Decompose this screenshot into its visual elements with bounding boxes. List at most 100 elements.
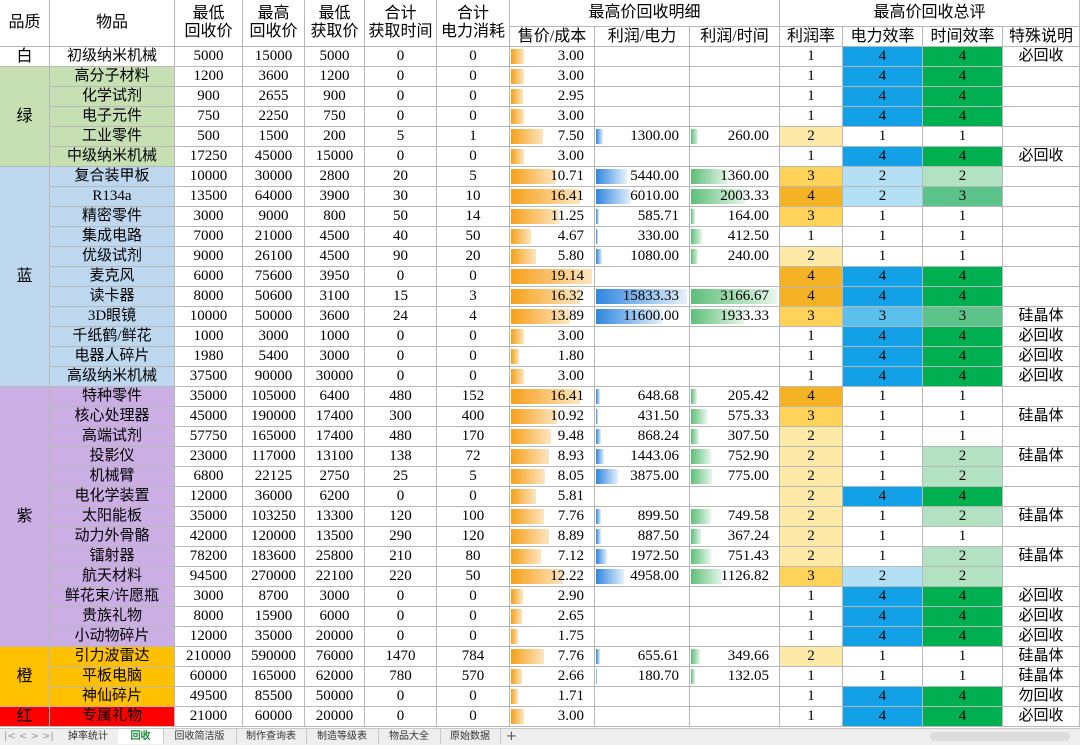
cell-text: 94500 — [189, 568, 228, 584]
data-cell: 硅晶体 — [1003, 647, 1080, 667]
data-cell: 2 — [780, 647, 843, 667]
header-text: 售价/成本 — [517, 27, 587, 45]
data-cell — [595, 67, 690, 87]
data-cell: 117000 — [243, 447, 305, 467]
cell-text: 36000 — [254, 488, 293, 504]
cell-text: 2 — [958, 548, 967, 564]
cell-text: 3 — [807, 208, 815, 224]
sheet-tab[interactable]: 制作查询表 — [236, 729, 307, 744]
cell-text: 1 — [807, 608, 815, 624]
cell-text: 千纸鹤/鲜花 — [72, 328, 152, 344]
cell-text: 2.95 — [557, 88, 584, 104]
cell-text: 4 — [878, 148, 887, 164]
cell-text: 15 — [393, 288, 408, 304]
cell-text: 2 — [807, 128, 815, 144]
item-cell: 引力波雷达 — [50, 647, 175, 667]
data-cell: 7000 — [175, 227, 243, 247]
cell-text: 205.42 — [727, 388, 769, 404]
data-cell: 必回收 — [1003, 707, 1080, 727]
data-cell: 0 — [437, 687, 510, 707]
sheet-tab[interactable]: 回收 — [118, 729, 164, 744]
data-cell: 必回收 — [1003, 607, 1080, 627]
data-cell — [1003, 287, 1080, 307]
cell-text: 85500 — [254, 688, 293, 704]
data-cell: 2 — [843, 567, 923, 587]
cell-text: 1 — [878, 508, 887, 524]
cell-text: 165000 — [251, 428, 296, 444]
cell-text: 必回收 — [1018, 708, 1064, 724]
data-cell: 0 — [437, 487, 510, 507]
data-cell: 349.66 — [690, 647, 780, 667]
header-text: 获取价 — [310, 23, 359, 40]
cell-text: 57750 — [189, 428, 228, 444]
data-cell: 4 — [923, 587, 1003, 607]
sheet-tab[interactable]: 掉率统计 — [58, 729, 119, 744]
cell-text: 20 — [465, 248, 481, 264]
cell-text: 4 — [878, 488, 887, 504]
data-cell: 75600 — [243, 267, 305, 287]
item-cell: 投影仪 — [50, 447, 175, 467]
header-cell: 品质 — [0, 0, 50, 47]
data-cell: 899.50 — [595, 507, 690, 527]
cell-text: 105000 — [251, 388, 296, 404]
cell-text: 120 — [461, 528, 485, 544]
header-text: 利润/时间 — [700, 27, 769, 45]
data-cell: 13.89 — [510, 307, 595, 327]
data-cell: 868.24 — [595, 427, 690, 447]
header-text: 合计 — [384, 5, 417, 22]
cell-text: 4 — [878, 608, 887, 624]
add-sheet[interactable]: + — [506, 729, 517, 744]
cell-text: 270000 — [251, 568, 296, 584]
cell-text: 1 — [807, 108, 815, 124]
cell-text: 8.05 — [557, 468, 584, 484]
cell-text: 4 — [878, 108, 887, 124]
cell-text: 120 — [389, 508, 412, 524]
data-cell — [1003, 127, 1080, 147]
data-cell: 2003.33 — [690, 187, 780, 207]
cell-text: 349.66 — [727, 648, 769, 664]
data-bar — [511, 409, 558, 424]
data-bar — [596, 549, 608, 564]
item-cell: 集成电路 — [50, 227, 175, 247]
header-text: 时间效率 — [930, 27, 995, 45]
cell-text: 3166.67 — [720, 288, 769, 304]
cell-text: 132.05 — [727, 668, 769, 684]
cell-text: 3900 — [319, 188, 350, 204]
sheet-tab[interactable]: 原始数据 — [440, 729, 501, 744]
cell-text: 专属礼物 — [81, 708, 142, 724]
cell-text: 12000 — [189, 628, 228, 644]
data-cell: 4 — [843, 487, 923, 507]
sheet-tab[interactable]: 回收简洁版 — [163, 729, 237, 744]
data-cell — [1003, 227, 1080, 247]
data-cell: 1 — [780, 87, 843, 107]
data-bar — [511, 689, 519, 704]
data-cell: 431.50 — [595, 407, 690, 427]
cell-text: 0 — [469, 48, 477, 64]
cell-text: 麦克风 — [89, 268, 135, 284]
data-cell: 1 — [843, 427, 923, 447]
cell-text: 必回收 — [1018, 48, 1064, 64]
data-cell — [690, 87, 780, 107]
data-cell: 20 — [365, 167, 437, 187]
cell-text: 集成电路 — [81, 228, 142, 244]
data-cell: 4 — [923, 327, 1003, 347]
header-text: 电力效率 — [850, 27, 915, 45]
data-cell: 0 — [365, 107, 437, 127]
header-cell: 特殊说明 — [1003, 27, 1080, 47]
data-cell: 1 — [780, 707, 843, 727]
data-cell: 0 — [437, 587, 510, 607]
cell-text: 8000 — [193, 288, 224, 304]
data-cell: 0 — [437, 327, 510, 347]
cell-text: 3 — [878, 308, 887, 324]
cell-text: 0 — [469, 628, 477, 644]
data-cell: 硅晶体 — [1003, 447, 1080, 467]
cell-text: 4 — [807, 288, 815, 304]
sheet-tab[interactable]: 物品大全 — [378, 729, 441, 744]
cell-text: 硅晶体 — [1018, 548, 1064, 564]
h-scrollbar[interactable] — [930, 732, 1070, 741]
tab-nav[interactable]: |< < > >| — [4, 731, 54, 742]
data-cell: 8000 — [175, 287, 243, 307]
sheet-tab[interactable]: 制造等级表 — [306, 729, 379, 744]
data-cell — [690, 107, 780, 127]
data-cell: 1200 — [305, 67, 365, 87]
